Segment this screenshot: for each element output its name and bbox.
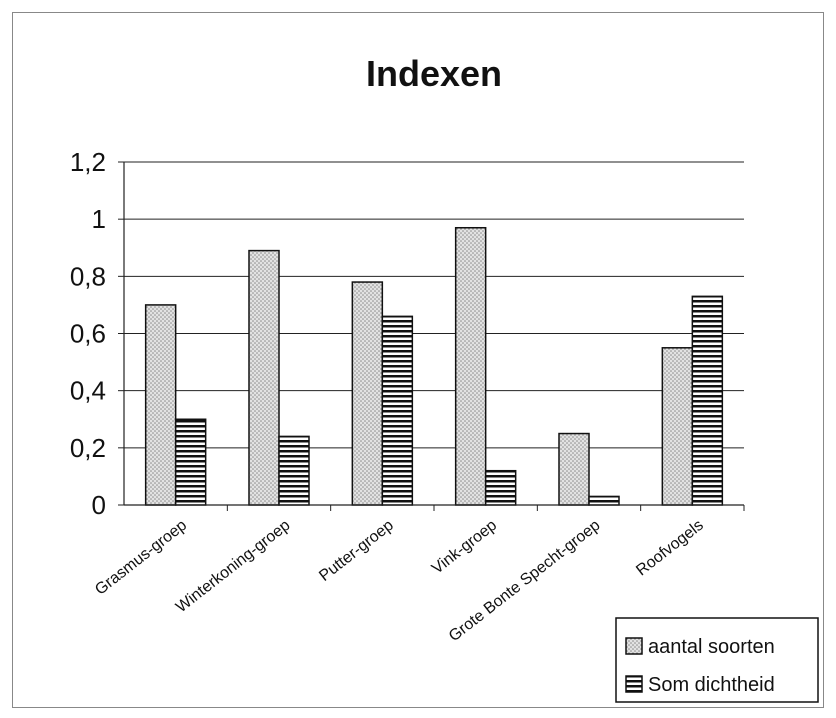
bar-aantal-soorten (248, 249, 280, 506)
gridlines (124, 161, 744, 449)
x-tick-label: Roofvogels (633, 517, 707, 580)
y-tick-label: 0,6 (70, 319, 106, 349)
bar-aantal-soorten (661, 347, 694, 506)
bar-som-dichtheid (691, 295, 724, 506)
y-tick-label: 0,2 (70, 433, 106, 463)
y-tick-label: 0,4 (70, 376, 106, 406)
bar-som-dichtheid (588, 495, 620, 506)
legend: aantal soorten Som dichtheid (615, 617, 819, 703)
bar-som-dichtheid (484, 469, 517, 506)
legend-swatch-som-dichtheid (625, 675, 643, 693)
y-tick-label: 0 (92, 490, 106, 520)
x-tick-label: Vink-groep (429, 517, 500, 578)
legend-label-aantal-soorten: aantal soorten (648, 636, 775, 658)
y-tick-label: 0,8 (70, 261, 106, 291)
x-tick-label: Grasmus-groep (92, 517, 190, 599)
bar-aantal-soorten (558, 432, 590, 506)
legend-label-som-dichtheid: Som dichtheid (648, 674, 775, 696)
bars (144, 226, 724, 506)
y-tick-label: 1 (92, 204, 106, 234)
y-axis-ticks: 0 0,2 0,4 0,6 0,8 1 1,2 (70, 147, 124, 520)
y-tick-label: 1,2 (70, 147, 106, 177)
bar-aantal-soorten (144, 304, 177, 506)
bar-som-dichtheid (174, 418, 207, 506)
x-tick-label: Winterkoning-groep (173, 517, 294, 616)
legend-box (615, 617, 819, 703)
bar-aantal-soorten (351, 281, 384, 506)
bar-som-dichtheid (381, 315, 414, 506)
bar-som-dichtheid (278, 435, 310, 506)
bar-aantal-soorten (454, 226, 487, 506)
chart-title: Indexen (366, 53, 502, 94)
x-tick-label: Putter-groep (316, 517, 397, 585)
legend-swatch-aantal-soorten (625, 637, 643, 655)
